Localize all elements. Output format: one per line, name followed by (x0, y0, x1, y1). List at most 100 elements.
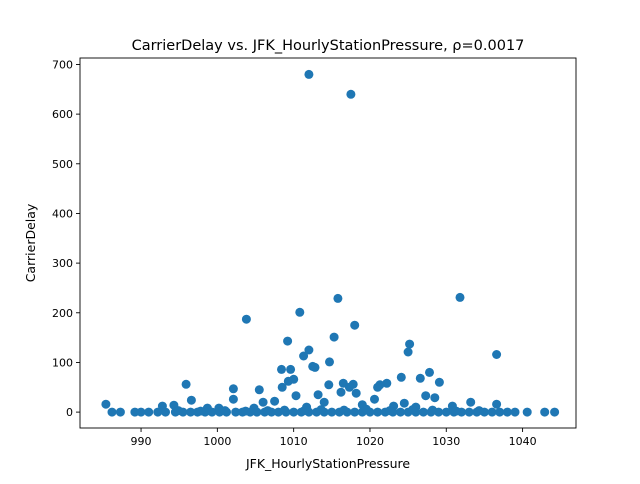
data-point (329, 332, 339, 342)
data-point (430, 393, 440, 403)
y-axis-label: CarrierDelay (23, 203, 38, 282)
data-point (370, 394, 379, 404)
data-point (351, 388, 361, 398)
data-point (396, 407, 405, 417)
data-point (396, 372, 406, 382)
data-point (299, 406, 309, 416)
data-point (502, 407, 512, 417)
y-tick-label: 500 (52, 158, 73, 171)
data-point (466, 397, 476, 407)
data-point (228, 384, 238, 394)
data-point (196, 406, 206, 416)
data-point (428, 405, 437, 415)
data-point (304, 345, 314, 355)
data-point (550, 407, 560, 417)
chart-title: CarrierDelay vs. JFK_HourlyStationPressu… (132, 38, 525, 54)
data-point (403, 347, 413, 357)
data-point (474, 406, 484, 416)
data-point (399, 398, 409, 408)
data-point (441, 407, 451, 417)
data-point (344, 382, 354, 392)
data-point (304, 69, 314, 79)
data-point (333, 293, 343, 303)
data-point (346, 89, 356, 99)
data-point (495, 407, 505, 417)
data-point (325, 357, 334, 367)
data-point (207, 407, 217, 417)
data-point (277, 382, 287, 392)
data-point (492, 399, 502, 409)
data-point (336, 387, 346, 397)
data-point (115, 407, 125, 417)
data-point (415, 373, 425, 383)
y-tick-label: 300 (52, 257, 73, 270)
x-tick-label: 1040 (509, 435, 537, 448)
y-tick-label: 100 (52, 356, 73, 369)
data-point (231, 407, 241, 417)
data-point (241, 314, 251, 324)
data-point (350, 407, 360, 417)
x-tick-label: 1010 (280, 435, 308, 448)
data-point (350, 320, 360, 330)
x-axis-ticks: 990 1000 1010 1020 1030 1040 (131, 428, 537, 448)
data-point (382, 378, 392, 388)
data-point (492, 350, 502, 359)
data-point (254, 385, 264, 395)
data-point (522, 407, 532, 417)
data-point (101, 399, 111, 409)
data-point (283, 336, 293, 346)
data-point (464, 407, 474, 417)
data-point (361, 404, 371, 414)
data-point (324, 380, 334, 390)
data-point (327, 407, 337, 417)
data-point (186, 395, 196, 405)
y-axis-ticks: 0 100 200 300 400 500 600 700 (52, 58, 80, 419)
data-point (161, 407, 170, 417)
y-tick-label: 400 (52, 207, 73, 220)
data-point (186, 407, 196, 417)
data-points (101, 69, 560, 417)
data-point (220, 406, 230, 416)
data-point (289, 407, 299, 417)
x-tick-label: 1000 (203, 435, 231, 448)
data-point (270, 396, 280, 406)
data-point (339, 405, 349, 415)
data-point (241, 406, 251, 416)
data-point (277, 364, 286, 374)
data-point (455, 292, 465, 302)
data-point (286, 364, 296, 374)
plot-frame (79, 57, 577, 429)
data-point (451, 406, 461, 416)
data-point (434, 377, 444, 387)
data-point (228, 394, 238, 404)
data-point (373, 407, 383, 417)
data-point (405, 339, 415, 349)
data-point (144, 407, 154, 417)
data-point (313, 390, 323, 400)
data-point (107, 407, 117, 417)
data-point (291, 391, 301, 401)
data-point (408, 405, 418, 415)
data-point (385, 406, 395, 416)
data-point (283, 376, 293, 386)
plot-area (80, 58, 576, 428)
x-tick-label: 1020 (356, 435, 384, 448)
y-tick-label: 700 (52, 58, 73, 71)
data-point (258, 397, 268, 407)
data-point (173, 406, 183, 416)
data-point (421, 391, 431, 401)
data-point (418, 407, 428, 417)
x-tick-label: 1030 (432, 435, 460, 448)
data-point (425, 367, 434, 377)
y-tick-label: 0 (66, 406, 73, 419)
data-point (252, 407, 262, 417)
data-point (510, 407, 520, 417)
data-point (136, 407, 146, 417)
data-point (181, 379, 191, 389)
data-point (316, 405, 326, 415)
x-tick-label: 990 (131, 435, 152, 448)
data-point (280, 405, 289, 415)
data-point (319, 397, 329, 407)
data-point (153, 407, 163, 417)
